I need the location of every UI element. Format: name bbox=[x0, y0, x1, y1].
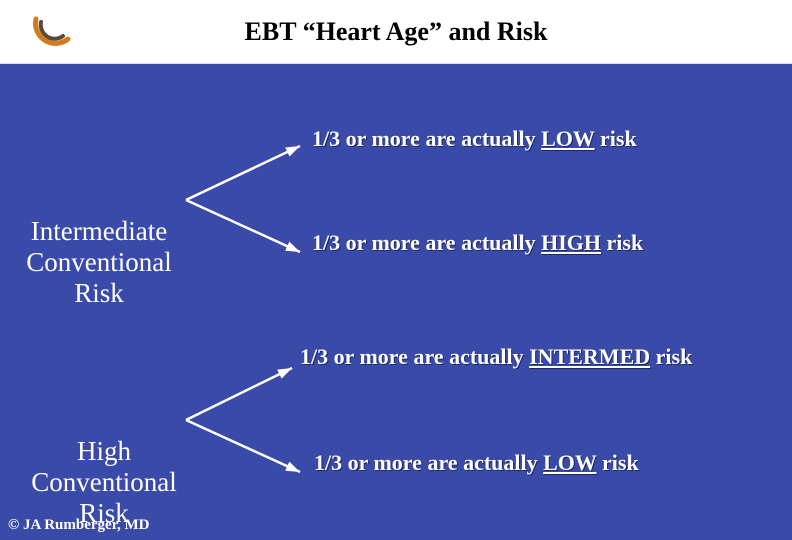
page-title: EBT “Heart Age” and Risk bbox=[0, 17, 792, 47]
outcome-text-1: 1/3 or more are actually HIGH risk bbox=[312, 230, 643, 256]
logo-icon bbox=[28, 5, 76, 53]
outcome-text-3: 1/3 or more are actually LOW risk bbox=[314, 450, 639, 476]
outcome-text-2: 1/3 or more are actually INTERMED risk bbox=[300, 344, 692, 370]
main-area: Intermediate Conventional Risk High Conv… bbox=[0, 64, 792, 540]
copyright-text: © JA Rumberger, MD bbox=[8, 517, 149, 534]
outcome-text-0: 1/3 or more are actually LOW risk bbox=[312, 126, 637, 152]
header-bar: EBT “Heart Age” and Risk bbox=[0, 0, 792, 64]
